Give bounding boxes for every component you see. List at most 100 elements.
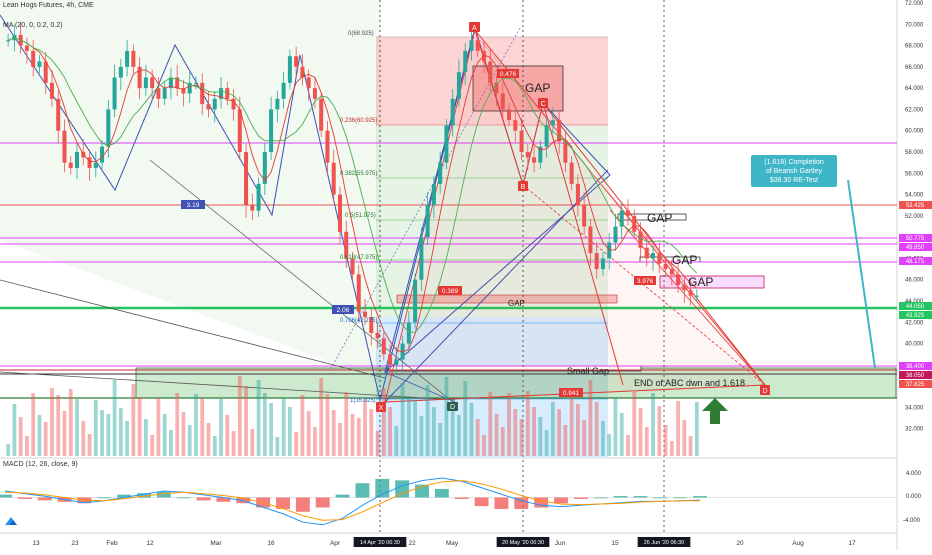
volume-bar [663, 425, 668, 456]
candle-body [582, 205, 587, 227]
ratio-label-0941: 0.941 [559, 388, 583, 397]
svg-text:49.850: 49.850 [906, 245, 925, 251]
candle-body [118, 66, 123, 78]
volume-bar [144, 419, 148, 456]
volume-bar [450, 399, 455, 456]
svg-text:0.476: 0.476 [500, 71, 517, 78]
volume-bar [557, 409, 561, 456]
volume-bar [488, 392, 493, 456]
svg-text:0.618(47.975): 0.618(47.975) [340, 255, 377, 261]
candle-body [544, 125, 549, 147]
volume-bar [43, 422, 48, 456]
macd-histogram-bar [633, 496, 648, 498]
svg-text:53.425: 53.425 [906, 203, 925, 209]
candle-body [525, 152, 530, 158]
time-tick-label: 15 [611, 540, 619, 547]
candle-body [500, 93, 505, 110]
svg-text:0(68.925): 0(68.925) [348, 31, 374, 37]
macd-axis-ticks: 4.000 0.000 -4.000 [903, 471, 922, 524]
candle-body [557, 120, 562, 142]
candle-body [162, 88, 167, 99]
volume-bar [212, 436, 217, 456]
pattern-point-b: B [518, 181, 528, 191]
candle-body [250, 205, 255, 211]
pattern-point-a: A [469, 22, 480, 32]
volume-bar [68, 389, 73, 456]
candle-body [175, 77, 180, 89]
time-tick-badge [353, 537, 407, 547]
volume-bar [169, 430, 173, 456]
volume-bar [25, 436, 29, 456]
volume-bar [457, 415, 461, 456]
macd-line [4, 477, 701, 526]
svg-text:0.5(51.975): 0.5(51.975) [345, 213, 376, 219]
volume-bar [550, 402, 555, 456]
candle-body [275, 98, 280, 110]
candle-body [519, 130, 524, 152]
svg-text:0.941: 0.941 [563, 390, 580, 397]
svg-text:3.19: 3.19 [187, 202, 200, 209]
volume-bar [288, 407, 292, 456]
macd-histogram-bar [653, 497, 668, 499]
candle-body [563, 141, 568, 163]
volume-bar [694, 402, 699, 456]
candle-body [694, 295, 699, 297]
candle-body [125, 50, 130, 67]
volume-bar [513, 409, 518, 456]
volume-bar [532, 407, 536, 456]
candle-body [381, 338, 386, 355]
volume-bar [413, 400, 417, 456]
volume-bar [331, 410, 336, 456]
time-tick-label: 22 [408, 540, 416, 547]
candle-body [588, 226, 593, 254]
volume-bar [244, 386, 248, 456]
time-tick-label: Mar [210, 540, 222, 547]
macd-legend: MACD (12, 26, close, 9) [3, 461, 82, 468]
volume-bar [538, 417, 543, 456]
volume-bar [369, 409, 374, 456]
price-axis-area[interactable] [897, 0, 932, 550]
macd-signal-line [4, 480, 700, 521]
svg-text:38.050: 38.050 [906, 373, 925, 379]
svg-text:B: B [521, 184, 526, 191]
macd-histogram-bar [156, 491, 171, 498]
candle-body [337, 194, 342, 232]
time-tick-label: Aug [792, 540, 804, 547]
candle-body [325, 130, 330, 163]
volume-bar [106, 414, 111, 456]
ma-legend: MA (20, 0, 0.2, 0.2) [3, 22, 67, 29]
candle-body [75, 152, 80, 168]
macd-histogram-bar [97, 497, 112, 499]
volume-bar [81, 421, 86, 456]
macd-histogram-bar [37, 497, 52, 501]
ratio-label-206: 2.06 [332, 305, 354, 314]
macd-histogram-bar [454, 497, 469, 499]
candle-body [231, 98, 236, 110]
macd-histogram-bar [434, 488, 449, 498]
volume-bar [275, 437, 280, 456]
volume-bar [62, 411, 67, 456]
volume-bar [187, 425, 192, 456]
volume-bar [219, 399, 223, 456]
fib-lines [376, 36, 608, 400]
svg-text:37.825: 37.825 [906, 382, 925, 388]
volume-bar [262, 393, 267, 456]
candle-body [181, 88, 186, 94]
volume-bar [181, 412, 186, 456]
candle-body [425, 205, 430, 238]
svg-text:D: D [450, 404, 455, 411]
volume-bar [37, 415, 42, 456]
volume-bars [6, 376, 699, 456]
time-tick-label: 20 [736, 540, 744, 547]
volume-bar [344, 392, 349, 456]
candle-body [200, 82, 205, 105]
candle-body [93, 162, 98, 168]
volume-bar [269, 403, 273, 456]
ma-slow-line [7, 37, 698, 333]
svg-text:$38.30 RE-Test: $38.30 RE-Test [770, 177, 818, 184]
candles [6, 22, 699, 377]
candle-body [400, 343, 405, 360]
candle-body [56, 98, 61, 131]
moving-averages [7, 37, 698, 353]
